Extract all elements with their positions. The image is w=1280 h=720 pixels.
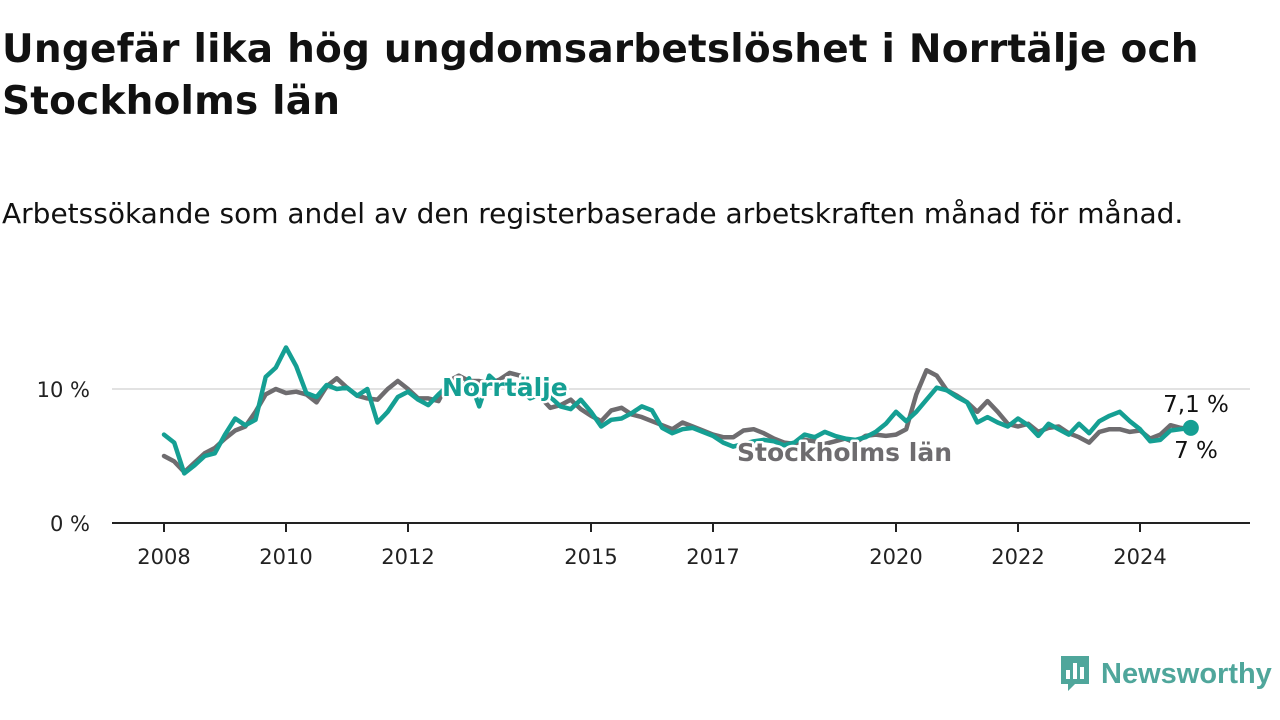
x-tick-label: 2022 — [991, 545, 1044, 569]
newsworthy-logo: Newsworthy — [1058, 654, 1272, 694]
x-tick-label: 2015 — [564, 545, 617, 569]
end-label-stockholms-lan: 7 % — [1174, 438, 1218, 464]
x-tick-label: 2010 — [259, 545, 312, 569]
chart-title: Ungefär lika hög ungdomsarbetslöshet i N… — [2, 27, 1199, 124]
series-label-stockholms-lan: Stockholms län — [737, 438, 952, 467]
y-tick-label: 0 % — [50, 512, 90, 536]
norrtalje-end-marker — [1182, 419, 1199, 436]
series-line-stockholms-ln — [161, 367, 1194, 475]
brand-name: Newsworthy — [1101, 657, 1272, 690]
y-tick-label: 10 % — [37, 378, 90, 402]
x-tick-label: 2012 — [381, 545, 434, 569]
series-label-norrtalje: Norrtälje — [442, 373, 568, 402]
series-labels: Norrtälje Stockholms län 7,1 % 7 % — [440, 371, 1231, 470]
series-line-norrtlje — [161, 345, 1194, 476]
axes: 0 % 10 % 2008 2010 2012 2015 2017 2020 2022 2024 — [37, 378, 1250, 569]
end-label-norrtalje: 7,1 % — [1163, 392, 1229, 418]
x-tick-label: 2020 — [869, 545, 922, 569]
series-lines — [161, 345, 1199, 476]
x-tick-label: 2017 — [686, 545, 739, 569]
newsworthy-chart-icon — [1061, 656, 1089, 691]
x-tick-label: 2008 — [137, 545, 190, 569]
x-tick-label: 2024 — [1113, 545, 1166, 569]
chart-subtitle: Arbetssökande som andel av den registerb… — [2, 197, 1184, 230]
